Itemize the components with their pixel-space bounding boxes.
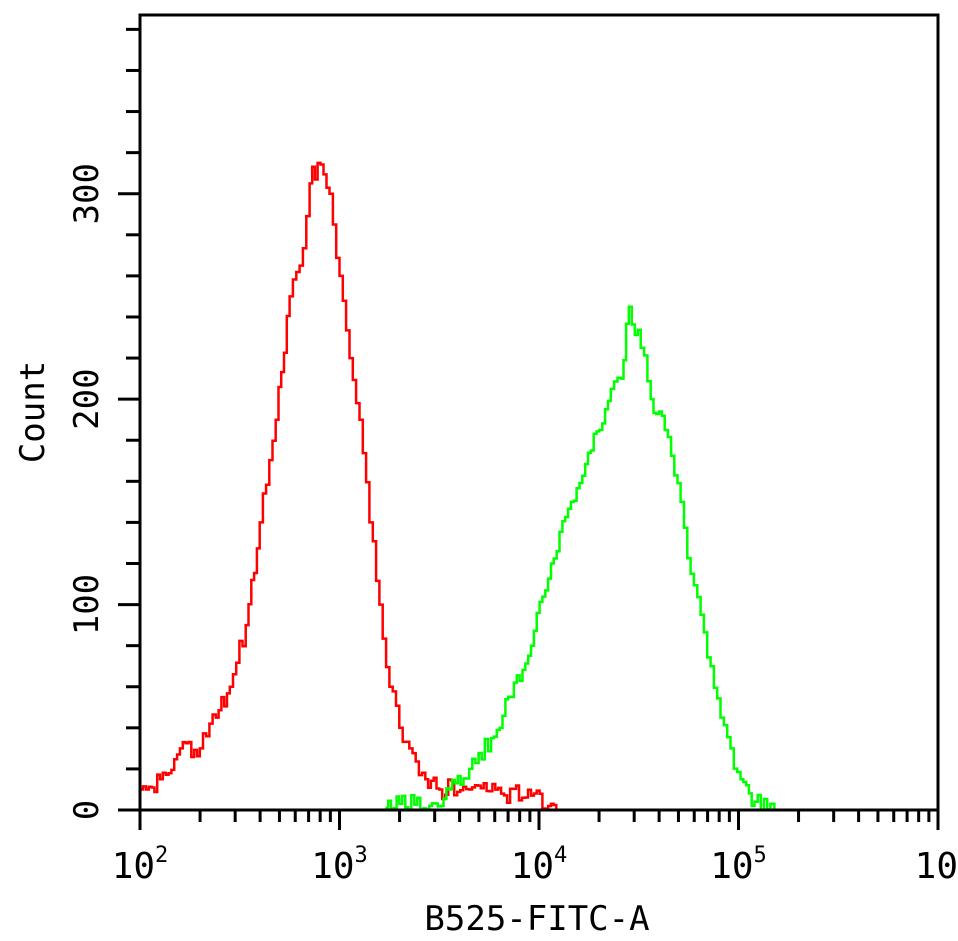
x-tick-label: 102 (112, 843, 169, 887)
series-stained-line (385, 305, 776, 812)
x-tick-label: 10 (915, 846, 958, 887)
series-layer (138, 161, 776, 812)
y-tick-label: 200 (67, 368, 107, 429)
y-axis-label: Count (13, 361, 53, 463)
x-axis: 102 103 104 105 10 (112, 810, 958, 887)
plot-frame (138, 13, 940, 812)
y-tick-label: 100 (67, 574, 107, 635)
series-control-line (138, 161, 559, 812)
x-tick-label: 105 (710, 843, 767, 887)
x-axis-label: B525-FITC-A (424, 899, 649, 939)
x-tick-label: 104 (511, 843, 568, 887)
y-tick-label: 0 (67, 800, 107, 820)
y-tick-label: 300 (67, 163, 107, 224)
x-tick-label: 103 (311, 843, 368, 887)
y-axis: 0 100 200 300 (67, 27, 140, 820)
